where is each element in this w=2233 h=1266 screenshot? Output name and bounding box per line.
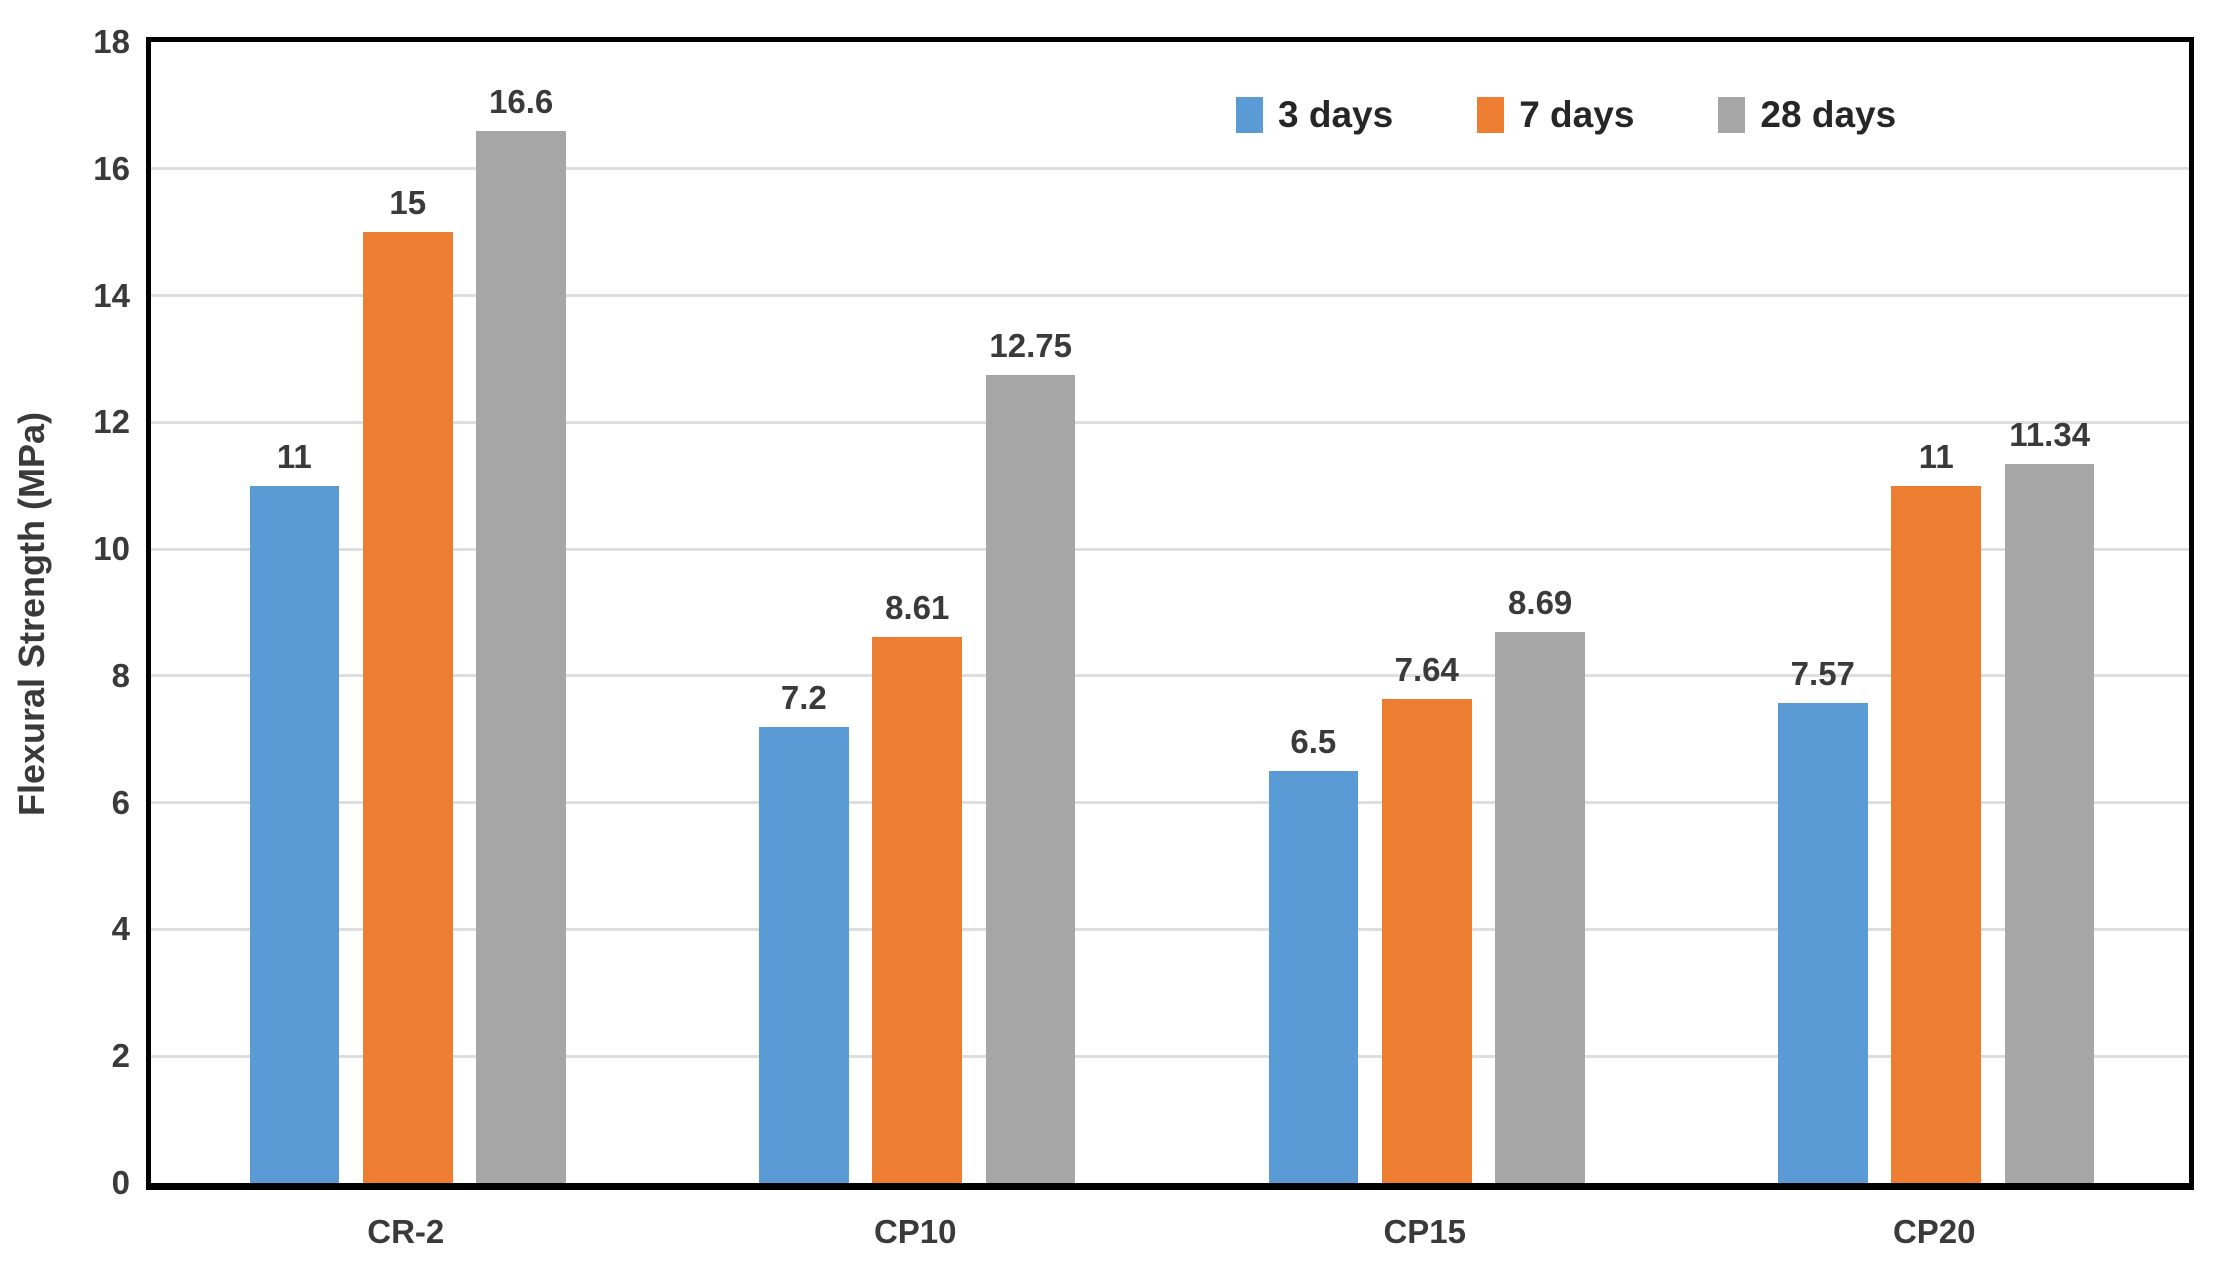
bar-value-label: 12.75 xyxy=(989,326,1072,364)
bar-value-label: 7.57 xyxy=(1790,655,1855,693)
plot-area: 11 15 16.6 7.2 8.61 12.75 6.5 7.64 8.69 7.57 11 11.… xyxy=(146,37,2194,1190)
y-tick-label: 6 xyxy=(111,783,130,821)
bar-CR-2-3-days xyxy=(249,485,340,1183)
gridline xyxy=(151,801,2189,805)
legend-swatch-icon xyxy=(1477,97,1505,133)
bar-CP10-28-days xyxy=(985,374,1076,1183)
bar-CP20-28-days xyxy=(2004,464,2095,1183)
gridline xyxy=(151,547,2189,551)
y-tick-label: 10 xyxy=(93,530,130,568)
gridline xyxy=(151,294,2189,298)
bar-value-label: 7.64 xyxy=(1394,650,1459,688)
y-tick-label: 16 xyxy=(93,149,130,187)
bar-CP20-7-days xyxy=(1891,485,1981,1183)
bar-CP20-3-days xyxy=(1778,703,1868,1183)
legend-label: 3 days xyxy=(1278,94,1394,135)
gridline xyxy=(151,167,2189,171)
y-tick-label: 18 xyxy=(93,23,130,60)
bar-value-label: 8.61 xyxy=(885,589,950,627)
bar-value-label: 11 xyxy=(1918,437,1954,475)
bar-value-label: 15 xyxy=(389,184,427,222)
y-tick-label: 4 xyxy=(111,910,130,948)
legend-label: 28 days xyxy=(1760,94,1897,135)
y-axis-title-wrap: Flexural Strength (MPa) xyxy=(0,37,64,1190)
bar-CP15-7-days xyxy=(1381,698,1472,1183)
bar-CP10-7-days xyxy=(872,637,962,1183)
gridline xyxy=(151,420,2189,424)
legend-label: 7 days xyxy=(1519,94,1635,135)
bar-value-label: 7.2 xyxy=(780,678,827,716)
y-tick-label: 14 xyxy=(93,276,130,314)
bar-CR-2-7-days xyxy=(362,232,453,1183)
legend-item-7-days: 7 days xyxy=(1477,94,1634,136)
legend-item-3-days: 3 days xyxy=(1236,94,1393,136)
x-category-label-CR-2: CR-2 xyxy=(367,1213,445,1250)
x-category-label-CP15: CP15 xyxy=(1383,1213,1467,1250)
bar-value-label: 11.34 xyxy=(2009,416,2091,454)
y-axis-title: Flexural Strength (MPa) xyxy=(11,411,52,816)
y-tick-label: 12 xyxy=(93,403,130,441)
gridline xyxy=(151,1054,2189,1058)
legend: 3 days 7 days 28 days xyxy=(1236,94,1896,136)
y-tick-label: 8 xyxy=(111,656,130,694)
x-category-label-CP20: CP20 xyxy=(1892,1213,1976,1250)
gridline xyxy=(151,674,2189,678)
gridline xyxy=(151,927,2189,931)
bar-CP10-3-days xyxy=(759,726,849,1183)
bar-value-label: 11 xyxy=(276,437,312,475)
bar-value-label: 6.5 xyxy=(1290,722,1337,760)
legend-swatch-icon xyxy=(1718,97,1746,133)
y-tick-label: 2 xyxy=(111,1037,130,1075)
x-category-label-CP10: CP10 xyxy=(873,1213,957,1250)
legend-swatch-icon xyxy=(1236,97,1263,133)
bar-CP15-28-days xyxy=(1495,632,1585,1183)
legend-item-28-days: 28 days xyxy=(1718,94,1896,136)
bar-value-label: 8.69 xyxy=(1508,584,1573,622)
bar-CP15-3-days xyxy=(1268,770,1359,1183)
y-tick-label: 0 xyxy=(111,1164,130,1201)
bar-CR-2-28-days xyxy=(476,130,566,1183)
bar-value-label: 16.6 xyxy=(489,82,554,120)
